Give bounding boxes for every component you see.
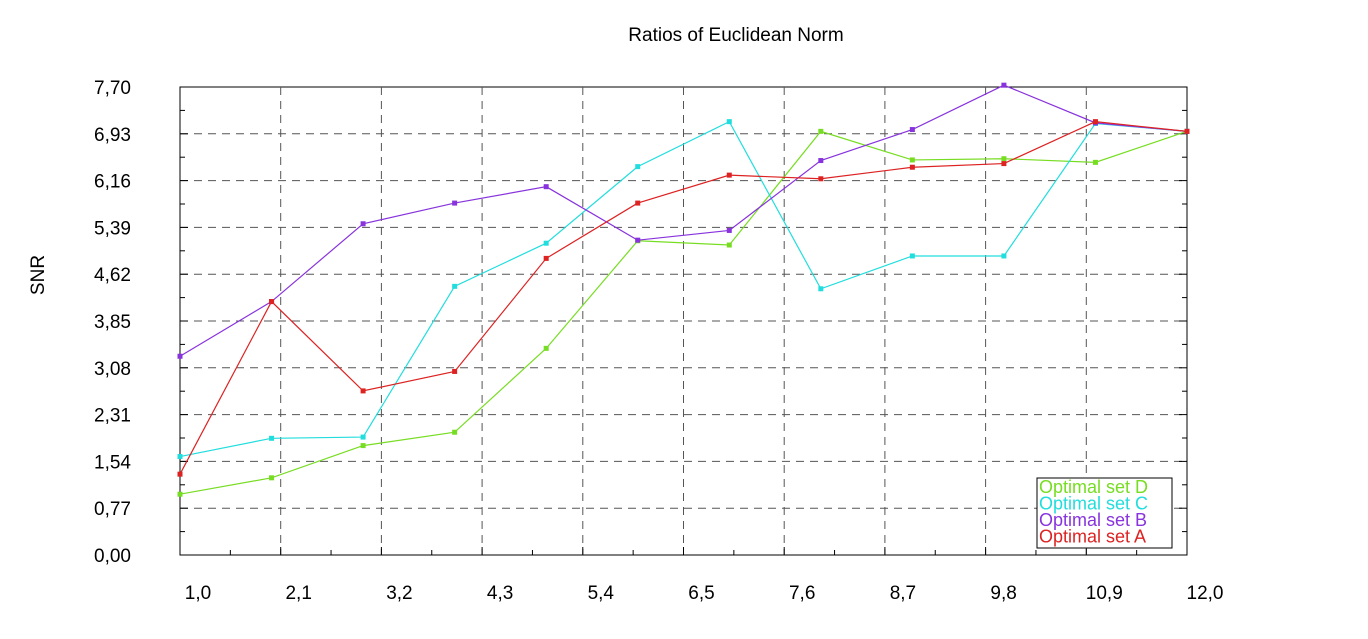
series-optimal-set-a [177,119,1190,477]
data-point [909,157,915,163]
x-tick-label: 5,4 [588,583,615,604]
axis-ticks: 1,0 2,1 3,2 4,3 5,4 6,5 7,6 8,7 9,8 10,9 12,0 0,00 0… [94,78,1223,604]
data-point [1001,82,1007,88]
data-point [1092,119,1098,125]
y-tick-label: 1,54 [94,452,131,473]
data-point [635,164,641,170]
x-tick-label: 8,7 [890,583,916,604]
data-point [726,242,732,248]
data-point [452,200,458,206]
data-point [269,475,275,481]
x-tick-label: 12,0 [1187,583,1224,604]
data-point [177,471,183,477]
data-point [543,345,549,351]
series-line [179,130,1188,495]
data-point [452,429,458,435]
y-tick-label: 3,08 [94,359,131,380]
data-point [177,454,183,460]
data-point [818,128,824,134]
data-point [726,227,732,233]
y-tick-label: 3,85 [94,312,131,333]
y-tick-label: 5,39 [94,218,131,239]
data-point [543,255,549,261]
legend-entry: Optimal set B [1039,510,1147,530]
data-point [726,119,732,125]
data-point [818,286,824,292]
y-tick-label: 6,93 [94,125,131,146]
x-tick-label: 9,8 [990,583,1016,604]
data-point [269,299,275,305]
x-tick-label: 4,3 [487,583,513,604]
data-point [818,158,824,164]
y-tick-label: 4,62 [94,265,131,286]
data-point [909,127,915,133]
data-point [452,283,458,289]
chart-title: Ratios of Euclidean Norm [628,25,843,46]
data-point [452,368,458,374]
data-point [1001,253,1007,259]
data-point [909,253,915,259]
x-tick-label: 6,5 [688,583,714,604]
data-point [360,221,366,227]
data-point [909,164,915,170]
y-tick-label: 6,16 [94,172,131,193]
x-tick-label: 10,9 [1086,583,1123,604]
data-point [1184,128,1190,134]
data-point [818,176,824,182]
x-tick-label: 1,0 [185,583,211,604]
legend-entry: Optimal set A [1039,527,1146,547]
x-tick-label: 7,6 [789,583,815,604]
legend-box [1036,477,1173,549]
data-point [360,443,366,449]
data-point [177,491,183,497]
data-point [635,237,641,243]
data-point [360,388,366,394]
series-line [179,120,1188,458]
y-tick-label: 0,00 [94,546,131,567]
y-tick-label: 2,31 [94,406,131,427]
y-tick-label: 7,70 [94,78,131,99]
data-point [1001,161,1007,167]
data-point [543,184,549,190]
series-lines [177,82,1190,497]
data-point [177,353,183,359]
series-line [179,121,1188,475]
y-tick-label: 0,77 [94,499,131,520]
data-point [635,200,641,206]
gridlines [180,87,1187,555]
series-line [179,84,1188,357]
data-point [1092,159,1098,165]
y-axis-label: SNR [28,255,49,295]
legend-entry: Optimal set C [1039,494,1148,514]
data-point [269,435,275,441]
data-point [726,172,732,178]
data-point [360,434,366,440]
x-tick-label: 2,1 [285,583,311,604]
x-tick-label: 3,2 [386,583,412,604]
data-point [543,240,549,246]
legend-entry: Optimal set D [1039,477,1148,497]
data-point [1001,156,1007,162]
